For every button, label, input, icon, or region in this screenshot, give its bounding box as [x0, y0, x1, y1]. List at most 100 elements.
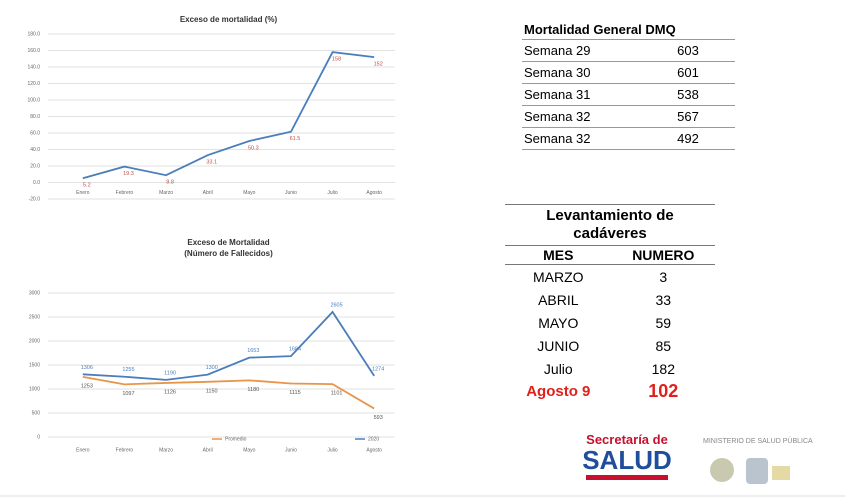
table2-row: MAYO 59 — [505, 311, 715, 334]
series-line — [82, 310, 375, 381]
data-label: 5.2 — [83, 183, 91, 189]
x-tick-label: Agosto — [366, 447, 382, 453]
y-tick-label: 120.0 — [27, 81, 40, 87]
table1-row: Semana 29 603 — [522, 40, 735, 62]
data-label: 1101 — [331, 391, 343, 397]
y-tick-label: 140.0 — [27, 64, 40, 70]
emblem — [772, 466, 790, 480]
x-tick-label: Febrero — [116, 447, 134, 453]
table1-cell: Semana 31 — [524, 87, 591, 102]
table2-header-cell: MES — [543, 247, 574, 263]
data-label: 1150 — [206, 388, 218, 394]
y-tick-label: 160.0 — [27, 48, 40, 54]
table1-cell: 601 — [677, 65, 699, 80]
data-label: 33.1 — [206, 160, 217, 166]
logo-text: SALUD — [582, 445, 672, 475]
table1-row: Semana 32 492 — [522, 128, 735, 150]
y-tick-label: 3000 — [29, 290, 40, 296]
y-tick-label: 180.0 — [27, 31, 40, 37]
x-tick-label: Enero — [76, 190, 90, 196]
x-tick-label: Agosto — [366, 190, 382, 196]
table1-row: Semana 30 601 — [522, 62, 735, 84]
table1-cell: Semana 30 — [524, 65, 591, 80]
table1-cell: Semana 32 — [524, 131, 591, 146]
table1-cell: 492 — [677, 131, 699, 146]
table1-cell: 538 — [677, 87, 699, 102]
x-tick-label: Marzo — [159, 190, 173, 196]
x-tick-label: Abril — [203, 190, 213, 196]
y-tick-label: 1000 — [29, 386, 40, 392]
table2-cell: 182 — [651, 360, 675, 377]
logo-emblems — [710, 458, 790, 484]
x-tick-label: Junio — [285, 447, 297, 453]
data-label: 2605 — [330, 302, 342, 308]
logo-bar — [586, 475, 668, 480]
table2-cell: 3 — [659, 268, 668, 285]
table2-row: ABRIL 33 — [505, 288, 715, 311]
table2-cell: 102 — [648, 381, 679, 401]
table1-cell: Semana 29 — [524, 43, 591, 58]
data-label: 152 — [374, 62, 383, 68]
data-label: 50.3 — [248, 145, 259, 151]
table2-cell: MARZO — [533, 268, 584, 285]
data-label: 1126 — [164, 389, 176, 395]
table2: Levantamiento de cadáveres MES NUMERO MARZ… — [505, 204, 715, 403]
chart-subtitle: (Número de Fallecidos) — [184, 249, 273, 258]
y-tick-label: 2500 — [29, 314, 40, 320]
y-tick-label: 0.0 — [33, 180, 40, 186]
y-tick-label: 1500 — [29, 362, 40, 368]
table2-row: Agosto 9 102 — [505, 380, 715, 403]
x-tick-label: Marzo — [159, 447, 173, 453]
chart-title: Exceso de mortalidad (%) — [180, 15, 278, 24]
data-label: 61.5 — [290, 136, 301, 142]
table1-cell: 603 — [677, 43, 699, 58]
y-tick-label: 100.0 — [27, 97, 40, 103]
data-label: 593 — [374, 415, 383, 421]
data-label: 1255 — [122, 367, 134, 373]
table1-body: Semana 29 603 Semana 30 601 Semana 31 538 Sema… — [522, 40, 735, 150]
table2-cell: Agosto 9 — [526, 383, 591, 400]
logo-ministerio: MINISTERIO DE SALUD PÚBLICA — [703, 438, 813, 445]
x-tick-label: Enero — [76, 447, 90, 453]
data-label: 1653 — [247, 348, 259, 354]
table2-row: JUNIO 85 — [505, 334, 715, 357]
chart-title: Exceso de Mortalidad — [187, 238, 269, 247]
table2-cell: JUNIO — [537, 337, 580, 354]
data-label: 1684 — [289, 347, 301, 353]
logo-text: Secretaría de — [586, 432, 668, 447]
data-label: 1115 — [289, 390, 300, 396]
table1: Mortalidad General DMQ Semana 29 603 Seman… — [522, 20, 735, 150]
table2-cell: 59 — [655, 314, 672, 331]
table2-title: Levantamiento de cadáveres — [505, 204, 715, 246]
emblem — [710, 458, 734, 482]
data-label: 1190 — [164, 370, 176, 376]
legend-label: Promedio — [225, 436, 247, 442]
x-tick-label: Abril — [203, 447, 213, 453]
y-tick-label: 0 — [37, 434, 40, 440]
y-tick-label: 40.0 — [30, 147, 40, 153]
y-tick-label: 60.0 — [30, 130, 40, 136]
table1-row: Semana 32 567 — [522, 106, 735, 128]
x-tick-label: Mayo — [243, 447, 255, 453]
table2-cell: Julio — [543, 360, 573, 377]
y-tick-label: -20.0 — [29, 196, 41, 202]
y-tick-label: 2000 — [29, 338, 40, 344]
table2-cell: ABRIL — [538, 291, 579, 308]
x-tick-label: Mayo — [243, 190, 255, 196]
table2-cell: MAYO — [538, 314, 579, 331]
x-tick-label: Junio — [285, 190, 297, 196]
x-tick-label: Julio — [327, 190, 338, 196]
legend-label: 2020 — [368, 436, 379, 442]
table2-header-cell: NUMERO — [632, 247, 695, 263]
data-label: 1306 — [81, 365, 93, 371]
logo-secretaria: Secretaría de SALUD — [566, 432, 688, 480]
table1-title: Mortalidad General DMQ — [522, 20, 735, 40]
y-tick-label: 20.0 — [30, 163, 40, 169]
data-label: 1274 — [372, 366, 384, 372]
data-label: 1180 — [247, 387, 259, 393]
data-label: 1097 — [122, 391, 134, 397]
table2-row: MARZO 3 — [505, 265, 715, 289]
series-line — [82, 51, 375, 180]
